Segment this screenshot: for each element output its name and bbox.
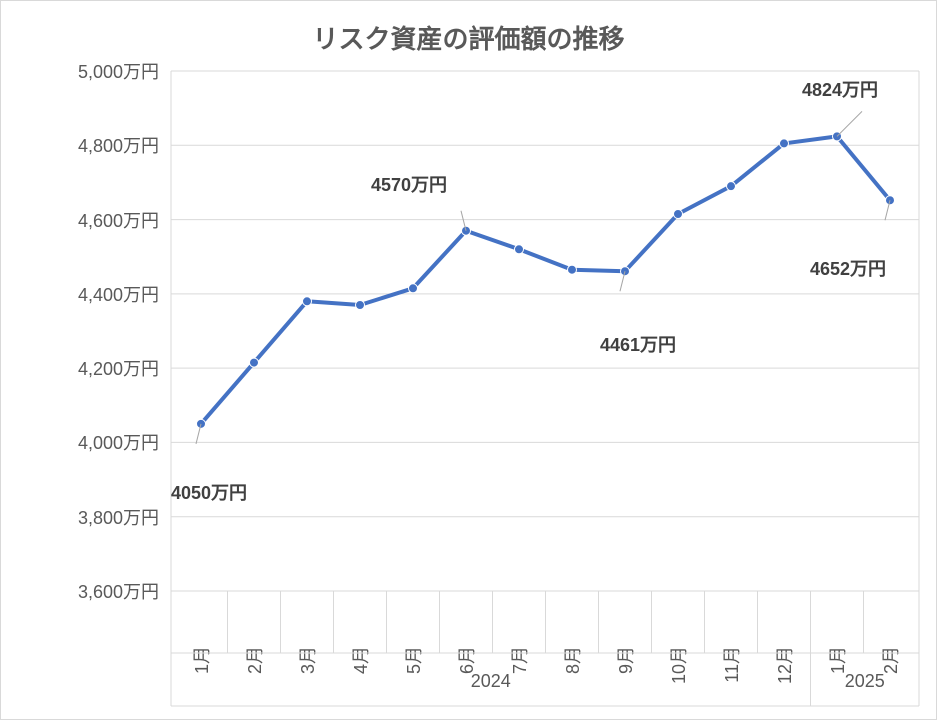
y-axis-label: 5,000万円 <box>78 58 159 84</box>
data-marker <box>674 210 683 219</box>
data-callout: 4570万円 <box>371 171 447 197</box>
data-marker <box>568 265 577 274</box>
plot-svg <box>171 71 919 591</box>
data-callout: 4824万円 <box>802 76 878 102</box>
x-axis-year-label: 2024 <box>471 671 511 692</box>
data-line <box>201 136 890 423</box>
data-marker <box>727 182 736 191</box>
data-marker <box>250 358 259 367</box>
y-axis-label: 4,200万円 <box>78 355 159 381</box>
data-callout: 4050万円 <box>171 479 247 505</box>
y-axis-label: 3,800万円 <box>78 504 159 530</box>
chart-title: リスク資産の評価額の推移 <box>1 19 936 56</box>
y-axis-label: 4,800万円 <box>78 132 159 158</box>
data-marker <box>303 297 312 306</box>
y-axis-label: 4,600万円 <box>78 207 159 233</box>
plot-area <box>171 71 919 591</box>
data-marker <box>515 245 524 254</box>
data-marker <box>356 301 365 310</box>
chart-container: リスク資産の評価額の推移 3,600万円 3,800万円 4,000万円 4,200万… <box>0 0 937 720</box>
data-marker <box>780 139 789 148</box>
y-axis-label: 4,400万円 <box>78 281 159 307</box>
data-marker <box>409 284 418 293</box>
y-axis-label: 3,600万円 <box>78 578 159 604</box>
data-callout: 4461万円 <box>600 331 676 357</box>
x-axis-year-label: 2025 <box>845 671 885 692</box>
data-callout: 4652万円 <box>810 255 886 281</box>
y-axis-label: 4,000万円 <box>78 429 159 455</box>
